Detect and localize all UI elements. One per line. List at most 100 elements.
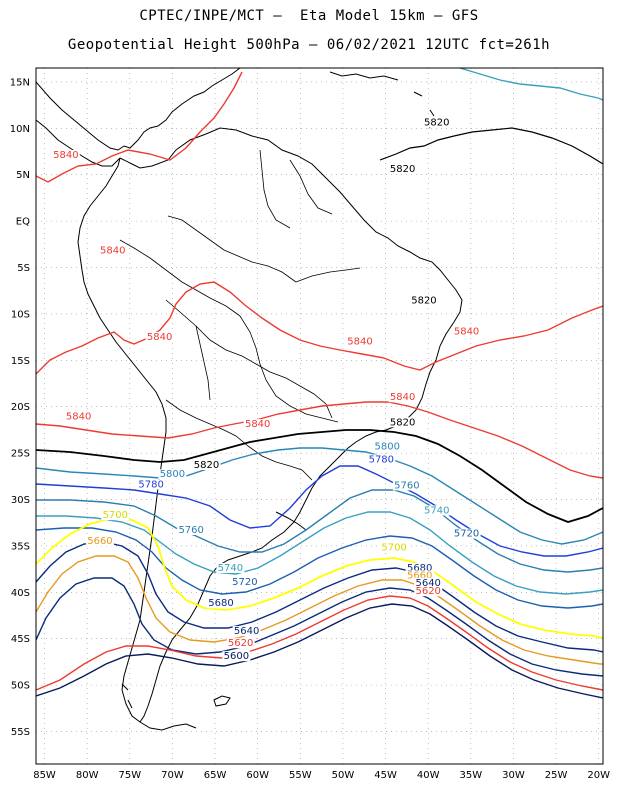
contour-label-background xyxy=(422,117,451,128)
contour-label: 5680 xyxy=(407,563,432,574)
contour-label-background xyxy=(230,576,259,587)
contour-5840-north xyxy=(36,71,243,183)
contour-label: 5820 xyxy=(390,164,415,175)
contour-label: 5700 xyxy=(103,510,128,521)
contour-label: 5840 xyxy=(100,246,125,257)
contour-label: 5840 xyxy=(245,419,270,430)
contour-label-background xyxy=(367,454,396,465)
contour-label-background xyxy=(145,331,174,342)
contour-label: 5840 xyxy=(147,332,172,343)
contour-label-background xyxy=(232,626,261,637)
title-line-1: CPTEC/INPE/MCT – Eta Model 15km – GFS xyxy=(139,8,479,24)
lon-tick-label: 45W xyxy=(374,770,397,781)
contour-label: 5800 xyxy=(160,469,185,480)
contour-label: 5720 xyxy=(232,577,257,588)
contour-label-background xyxy=(414,586,443,597)
lon-tick-label: 20W xyxy=(587,770,610,781)
contour-label-background xyxy=(85,536,114,547)
contour-5780 xyxy=(36,465,603,557)
contour-label: 5840 xyxy=(53,150,78,161)
contour-label-background xyxy=(51,150,80,161)
lon-tick-label: 85W xyxy=(33,770,56,781)
contour-label: 5820 xyxy=(194,460,219,471)
contour-label: 5820 xyxy=(390,417,415,428)
country-borders xyxy=(119,149,361,481)
lat-tick-label: 5N xyxy=(16,170,30,181)
contour-label-background xyxy=(226,638,255,649)
contour-label-background xyxy=(392,480,421,491)
lat-tick-label: 50S xyxy=(11,681,30,692)
contour-5660 xyxy=(36,555,603,665)
contour-label: 5640 xyxy=(234,626,259,637)
contour-label: 5640 xyxy=(415,578,440,589)
lat-tick-label: 10N xyxy=(10,124,30,135)
contour-label-background xyxy=(243,419,272,430)
central-america-coast xyxy=(36,68,241,151)
contour-label-background xyxy=(137,479,166,490)
contour-label: 5820 xyxy=(424,118,449,129)
contour-label-background xyxy=(414,577,443,588)
contour-label: 5740 xyxy=(218,563,243,574)
contour-label: 5760 xyxy=(394,480,419,491)
lat-tick-label: 15N xyxy=(10,77,30,88)
caribbean-islands xyxy=(329,71,435,129)
lon-tick-label: 55W xyxy=(289,770,312,781)
contour-label-background xyxy=(98,245,127,256)
lon-tick-label: 60W xyxy=(246,770,269,781)
lon-tick-label: 40W xyxy=(417,770,440,781)
contour-label-background xyxy=(207,598,236,609)
contour-5820-north xyxy=(379,127,603,165)
lat-tick-label: 40S xyxy=(11,588,30,599)
contour-label: 5840 xyxy=(347,337,372,348)
contour-label-background xyxy=(346,336,374,347)
contour-5640 xyxy=(36,577,603,677)
contour-label-background xyxy=(177,524,206,535)
lat-tick-label: 35S xyxy=(11,541,30,552)
contour-5800-small xyxy=(459,68,603,101)
contour-label: 5600 xyxy=(224,651,249,662)
contour-label-background xyxy=(452,326,481,337)
contour-label-background xyxy=(380,542,409,553)
lon-tick-label: 35W xyxy=(460,770,483,781)
lat-tick-label: 20S xyxy=(11,402,30,413)
contour-label-background xyxy=(422,505,451,516)
contour-label: 5700 xyxy=(381,543,406,554)
lon-tick-label: 25W xyxy=(545,770,568,781)
lon-tick-label: 75W xyxy=(118,770,141,781)
central-america-pacific xyxy=(36,119,121,167)
contour-5820-south xyxy=(36,429,603,523)
south-america-coast xyxy=(77,127,463,723)
contour-5840-central xyxy=(36,281,603,375)
contour-label: 5620 xyxy=(415,586,440,597)
contour-label-background xyxy=(373,441,402,452)
contour-5740 xyxy=(36,511,603,595)
contour-label-background xyxy=(452,528,481,539)
plot-background xyxy=(36,68,603,764)
lon-tick-label: 65W xyxy=(204,770,227,781)
contour-label: 5780 xyxy=(369,454,394,465)
lat-tick-label: EQ xyxy=(16,217,30,228)
contour-label: 5660 xyxy=(87,536,112,547)
lat-tick-label: 15S xyxy=(11,356,30,367)
contour-5760 xyxy=(36,489,603,573)
contour-label-background xyxy=(388,392,417,403)
contour-label: 5760 xyxy=(178,525,203,536)
contour-label-background xyxy=(222,651,251,662)
lat-tick-label: 45S xyxy=(11,634,30,645)
contour-label-background xyxy=(192,459,221,470)
contour-label-background xyxy=(405,570,434,581)
contour-5620 xyxy=(36,595,603,691)
lon-tick-label: 70W xyxy=(161,770,184,781)
contour-label-background xyxy=(388,417,417,428)
lat-tick-label: 30S xyxy=(11,495,30,506)
contour-label: 5660 xyxy=(407,570,432,581)
contour-5840-south xyxy=(36,401,603,479)
lat-lon-grid xyxy=(36,68,603,764)
plot-frame xyxy=(35,67,604,765)
title-line-2: Geopotential Height 500hPa – 06/02/2021 … xyxy=(67,37,551,53)
contour-label-background xyxy=(388,163,417,174)
contour-5680 xyxy=(36,541,603,653)
lat-tick-label: 25S xyxy=(11,449,30,460)
lat-tick-label: 10S xyxy=(11,309,30,320)
falklands xyxy=(213,695,231,707)
